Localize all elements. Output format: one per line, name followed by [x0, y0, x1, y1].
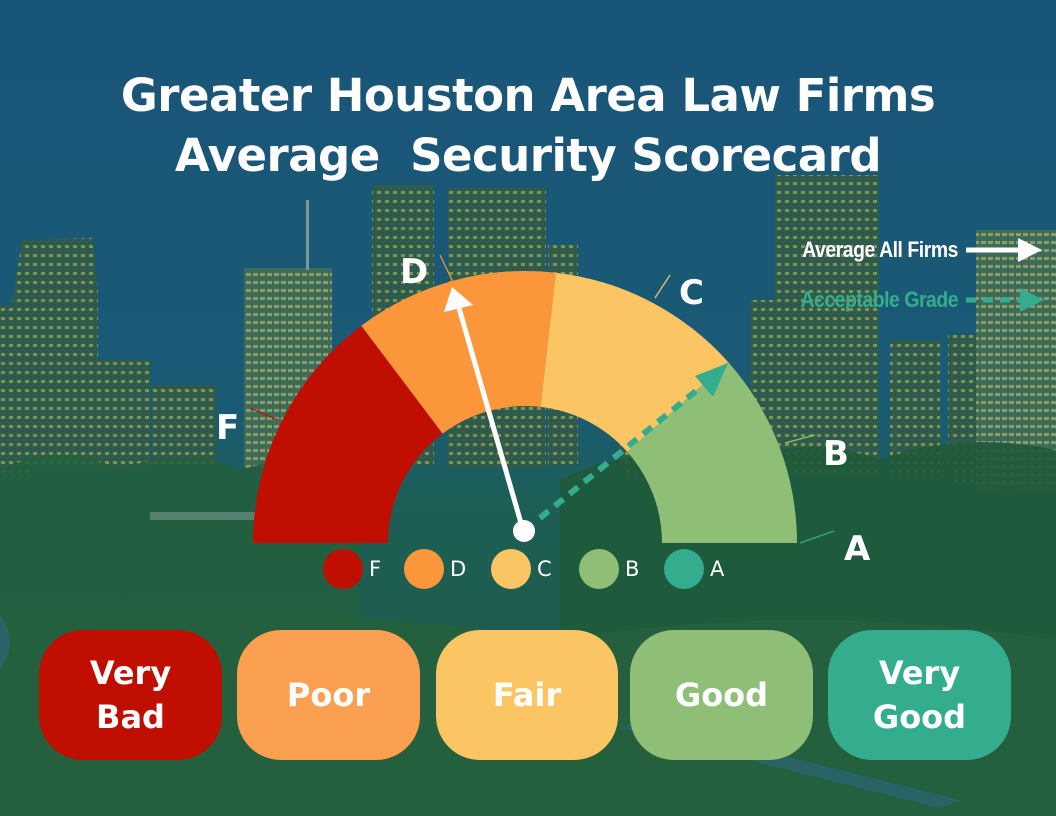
page-title: Greater Houston Area Law Firms Average S… — [0, 66, 1056, 186]
legend-dot-b — [579, 549, 619, 589]
rating-text-line1: Good — [674, 676, 769, 714]
needle-pivot — [513, 520, 535, 542]
solid-arrow-icon — [966, 238, 1042, 262]
grade-label-d: D — [400, 252, 429, 292]
rating-text-line1: Fair — [492, 676, 562, 714]
title-line-1: Greater Houston Area Law Firms — [120, 69, 936, 122]
rating-card-very-good: Very Good — [828, 630, 1011, 760]
grade-label-f: F — [216, 408, 240, 448]
rating-card-fair: Fair — [436, 630, 618, 760]
rating-text-line2: Bad — [96, 698, 165, 736]
legend-item-a: A — [664, 548, 724, 590]
legend-item-d: D — [404, 548, 466, 590]
average-all-firms-needle — [444, 287, 535, 542]
grade-label-a: A — [844, 529, 871, 569]
key-average-label: Average All Firms — [802, 237, 958, 262]
grade-label-c: C — [679, 273, 704, 313]
legend-label-d: D — [450, 557, 467, 581]
legend-label-a: A — [710, 557, 725, 581]
leader-line-d — [439, 254, 454, 283]
grade-color-legend: F D C B A — [0, 548, 1056, 590]
leader-line-f — [249, 407, 279, 421]
leader-line-a — [799, 530, 835, 544]
rating-card-good: Good — [630, 630, 813, 760]
legend-dot-c — [491, 549, 531, 589]
dashed-arrow-icon — [966, 288, 1044, 312]
gauge-segment-c — [540, 272, 729, 452]
gauge-segment-d — [361, 270, 556, 434]
leader-line-b — [784, 434, 816, 444]
key-acceptable-label: Acceptable Grade — [800, 287, 958, 312]
rating-text-line1: Poor — [286, 676, 371, 714]
rating-text-line1: Very — [878, 654, 961, 692]
legend-label-b: B — [625, 557, 640, 581]
key-acceptable-grade: Acceptable Grade — [779, 282, 1044, 318]
gauge-segment-f — [253, 325, 443, 543]
rating-text-line2: Good — [872, 698, 967, 736]
acceptable-grade-needle — [538, 363, 728, 521]
rating-card-poor: Poor — [237, 630, 420, 760]
rating-card-very-bad: Very Bad — [39, 630, 222, 760]
key-average-all-firms: Average All Firms — [781, 232, 1044, 268]
legend-item-c: C — [491, 548, 552, 590]
legend-item-b: B — [579, 548, 639, 590]
legend-dot-d — [404, 549, 444, 589]
leader-line-c — [654, 274, 671, 299]
legend-item-f: F — [323, 548, 381, 590]
legend-label-c: C — [537, 557, 552, 581]
legend-dot-f — [323, 549, 363, 589]
title-line-2: Average Security Scorecard — [174, 129, 882, 182]
grade-label-b: B — [823, 434, 849, 474]
legend-dot-a — [664, 549, 704, 589]
rating-text-line1: Very — [89, 654, 172, 692]
legend-label-f: F — [369, 557, 382, 581]
gauge-segment-b — [627, 362, 797, 543]
